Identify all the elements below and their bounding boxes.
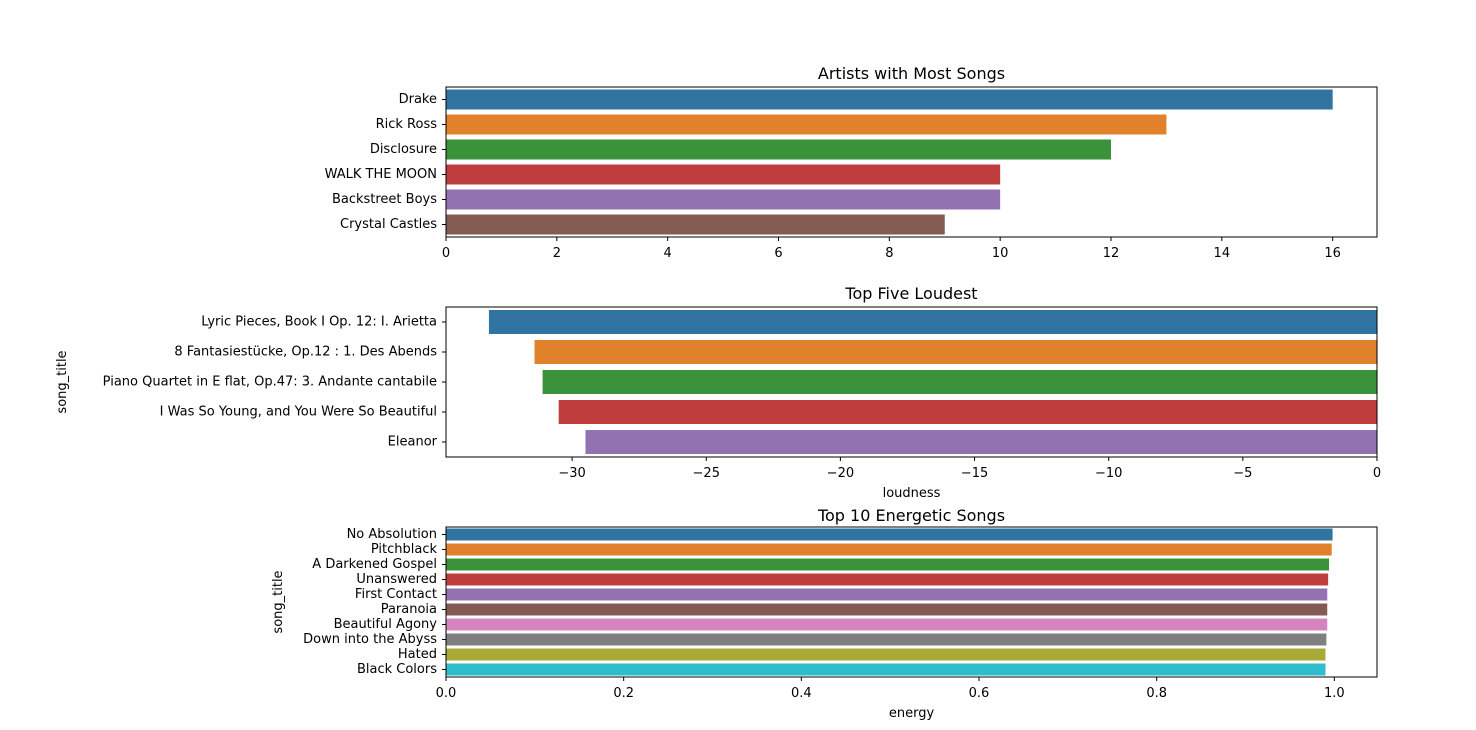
x-tick-label: −20 bbox=[827, 466, 854, 481]
category-label: Piano Quartet in E flat, Op.47: 3. Andan… bbox=[103, 375, 437, 390]
x-tick-label: 0 bbox=[442, 246, 450, 261]
category-label: Lyric Pieces, Book I Op. 12: I. Arietta bbox=[201, 315, 437, 330]
chart-top-five-loudest: Lyric Pieces, Book I Op. 12: I. Arietta 8… bbox=[55, 284, 1381, 501]
x-tick-label: −15 bbox=[961, 466, 988, 481]
bar bbox=[534, 340, 1377, 364]
bar bbox=[488, 310, 1377, 334]
category-label: Disclosure bbox=[370, 142, 437, 157]
bar bbox=[446, 139, 1111, 160]
category-label: Pitchblack bbox=[371, 542, 438, 557]
bar bbox=[446, 528, 1333, 541]
x-tick-label: 0.8 bbox=[1146, 686, 1167, 701]
category-label: I Was So Young, and You Were So Beautifu… bbox=[160, 405, 437, 420]
category-label: Crystal Castles bbox=[340, 217, 437, 232]
bar bbox=[446, 214, 945, 235]
chart-title: Artists with Most Songs bbox=[818, 64, 1005, 83]
chart-title: Top 10 Energetic Songs bbox=[817, 506, 1005, 525]
category-label: 8 Fantasiestücke, Op.12 : 1. Des Abends bbox=[174, 345, 437, 360]
category-label: Backstreet Boys bbox=[332, 192, 437, 207]
y-axis-label: song_title bbox=[271, 570, 286, 633]
category-label: Beautiful Agony bbox=[334, 617, 438, 632]
bar bbox=[446, 558, 1330, 571]
bar bbox=[446, 618, 1328, 631]
category-label: WALK THE MOON bbox=[325, 167, 437, 182]
category-label: Unanswered bbox=[356, 572, 437, 587]
bar bbox=[446, 603, 1328, 616]
x-tick-label: 12 bbox=[1103, 246, 1120, 261]
bar bbox=[446, 114, 1167, 135]
bar bbox=[558, 400, 1377, 424]
bar bbox=[446, 164, 1001, 185]
bar bbox=[446, 573, 1329, 586]
bar bbox=[542, 370, 1377, 394]
bar bbox=[585, 430, 1377, 454]
axes-frame bbox=[445, 86, 1378, 238]
x-tick-label: 1.0 bbox=[1324, 686, 1345, 701]
x-tick-label: 2 bbox=[553, 246, 561, 261]
category-label: Eleanor bbox=[388, 435, 438, 450]
bar bbox=[446, 89, 1333, 110]
bar bbox=[446, 588, 1328, 601]
x-tick-label: −10 bbox=[1095, 466, 1122, 481]
x-tick-label: 16 bbox=[1324, 246, 1341, 261]
category-label: Paranoia bbox=[381, 602, 437, 617]
x-tick-label: −30 bbox=[558, 466, 585, 481]
bar bbox=[446, 663, 1326, 676]
chart-artists-most-songs: Drake Rick Ross Disclosure WALK THE MOON Bac… bbox=[325, 64, 1378, 261]
category-label: Down into the Abyss bbox=[303, 632, 437, 647]
x-tick-label: 10 bbox=[992, 246, 1009, 261]
x-tick-label: 0 bbox=[1373, 466, 1381, 481]
category-label: A Darkened Gospel bbox=[312, 557, 437, 572]
x-tick-label: −25 bbox=[693, 466, 720, 481]
y-axis-label: song_title bbox=[55, 350, 70, 413]
bar bbox=[446, 543, 1332, 556]
x-tick-label: 8 bbox=[885, 246, 893, 261]
x-tick-label: 0.2 bbox=[613, 686, 634, 701]
x-tick-label: 14 bbox=[1214, 246, 1231, 261]
x-tick-label: 4 bbox=[664, 246, 672, 261]
category-label: Rick Ross bbox=[376, 117, 438, 132]
x-axis-label: energy bbox=[889, 706, 935, 721]
bar bbox=[446, 189, 1001, 210]
x-tick-label: −5 bbox=[1233, 466, 1252, 481]
bar bbox=[446, 633, 1327, 646]
bar bbox=[446, 648, 1326, 661]
x-tick-label: 0.0 bbox=[436, 686, 457, 701]
x-tick-label: 6 bbox=[774, 246, 782, 261]
category-label: No Absolution bbox=[347, 527, 437, 542]
x-tick-label: 0.4 bbox=[791, 686, 812, 701]
x-axis-label: loudness bbox=[883, 486, 941, 501]
axes-frame bbox=[445, 526, 1378, 678]
chart-title: Top Five Loudest bbox=[844, 284, 977, 303]
x-tick-label: 0.6 bbox=[969, 686, 990, 701]
category-label: First Contact bbox=[355, 587, 437, 602]
category-label: Drake bbox=[399, 92, 437, 107]
category-label: Black Colors bbox=[357, 662, 437, 677]
category-label: Hated bbox=[398, 647, 437, 662]
